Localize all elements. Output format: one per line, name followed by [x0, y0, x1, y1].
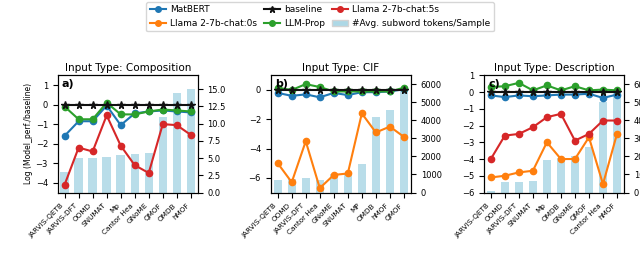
Bar: [301, 179, 310, 193]
Bar: [486, 191, 495, 193]
Bar: [515, 182, 523, 193]
Bar: [500, 182, 509, 193]
Bar: [612, 93, 621, 193]
Bar: [344, 174, 352, 193]
Legend: MatBERT, Llama 2-7b-chat:0s, baseline, LLM-Prop, Llama 2-7b-chat:5s, #Avg. subwo: MatBERT, Llama 2-7b-chat:0s, baseline, L…: [147, 2, 493, 32]
Bar: [529, 181, 537, 193]
Bar: [571, 157, 579, 193]
Title: Input Type: Composition: Input Type: Composition: [65, 63, 191, 73]
Bar: [372, 117, 380, 193]
Bar: [543, 160, 551, 193]
Y-axis label: Log (Model_perf./baseline): Log (Model_perf./baseline): [24, 83, 33, 184]
Bar: [173, 93, 181, 193]
Bar: [74, 158, 83, 193]
Bar: [557, 158, 565, 193]
Bar: [330, 174, 338, 193]
Bar: [400, 88, 408, 193]
Bar: [187, 89, 195, 193]
Title: Input Type: CIF: Input Type: CIF: [302, 63, 380, 73]
Bar: [131, 154, 139, 193]
Bar: [88, 158, 97, 193]
Bar: [145, 153, 153, 193]
Text: c): c): [488, 79, 500, 89]
Bar: [599, 102, 607, 193]
Bar: [585, 147, 593, 193]
Bar: [287, 179, 296, 193]
Text: b): b): [275, 79, 288, 89]
Bar: [159, 117, 167, 193]
Text: a): a): [62, 79, 74, 89]
Bar: [273, 180, 282, 193]
Bar: [116, 155, 125, 193]
Title: Input Type: Description: Input Type: Description: [493, 63, 614, 73]
Bar: [316, 180, 324, 193]
Bar: [102, 157, 111, 193]
Bar: [386, 110, 394, 193]
Bar: [358, 164, 366, 193]
Bar: [60, 172, 69, 193]
